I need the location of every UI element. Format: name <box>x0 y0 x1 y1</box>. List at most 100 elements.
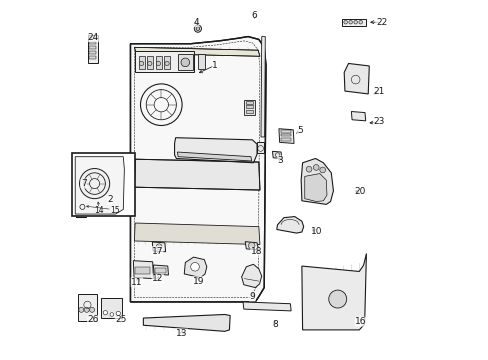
Bar <box>178 54 193 69</box>
Text: 2: 2 <box>107 195 113 204</box>
Bar <box>147 56 153 69</box>
Polygon shape <box>174 138 257 163</box>
Polygon shape <box>134 47 260 56</box>
Polygon shape <box>75 157 124 214</box>
Bar <box>89 56 96 59</box>
Text: 22: 22 <box>375 18 386 27</box>
Text: 6: 6 <box>251 10 257 19</box>
Circle shape <box>181 58 189 67</box>
Polygon shape <box>304 174 326 202</box>
Circle shape <box>319 167 325 173</box>
Text: 17: 17 <box>151 247 163 256</box>
Circle shape <box>190 262 199 271</box>
Circle shape <box>305 166 311 172</box>
Text: 13: 13 <box>176 329 187 338</box>
Polygon shape <box>344 63 368 94</box>
Polygon shape <box>243 302 290 311</box>
Text: 15: 15 <box>110 206 119 215</box>
Circle shape <box>110 313 113 316</box>
Polygon shape <box>351 112 365 121</box>
Text: 8: 8 <box>271 320 277 329</box>
Circle shape <box>139 61 143 66</box>
Polygon shape <box>261 37 265 137</box>
Bar <box>88 35 98 63</box>
Circle shape <box>103 197 109 203</box>
Bar <box>245 101 253 104</box>
Bar <box>164 56 170 69</box>
Bar <box>341 19 366 26</box>
Bar <box>89 37 96 40</box>
Text: 18: 18 <box>250 247 262 256</box>
Bar <box>89 51 96 54</box>
Circle shape <box>156 244 162 249</box>
Text: 23: 23 <box>372 117 384 126</box>
Text: 10: 10 <box>310 228 322 237</box>
Polygon shape <box>153 265 168 275</box>
Polygon shape <box>133 261 153 279</box>
Circle shape <box>328 290 346 308</box>
Polygon shape <box>301 253 366 330</box>
Text: 21: 21 <box>372 86 384 95</box>
Bar <box>135 267 149 274</box>
Circle shape <box>353 21 357 24</box>
Bar <box>89 46 96 49</box>
Bar <box>280 130 291 133</box>
Circle shape <box>103 311 107 315</box>
Circle shape <box>89 307 94 312</box>
Bar <box>89 41 96 44</box>
Bar <box>72 153 135 216</box>
Bar <box>198 54 204 69</box>
Text: 1: 1 <box>212 61 218 70</box>
Circle shape <box>343 21 346 24</box>
Bar <box>280 134 291 136</box>
Circle shape <box>196 27 199 31</box>
Text: 7: 7 <box>81 179 86 188</box>
Circle shape <box>84 307 89 312</box>
Bar <box>244 100 254 116</box>
Polygon shape <box>177 152 251 161</box>
Text: 26: 26 <box>87 315 99 324</box>
Polygon shape <box>184 257 206 278</box>
Circle shape <box>101 194 112 206</box>
Circle shape <box>79 307 83 312</box>
Text: 9: 9 <box>249 292 255 301</box>
Text: 14: 14 <box>94 206 104 215</box>
Text: 20: 20 <box>354 187 365 196</box>
Polygon shape <box>278 129 293 143</box>
Polygon shape <box>152 242 165 252</box>
Circle shape <box>348 21 352 24</box>
Bar <box>101 298 122 318</box>
Text: 4: 4 <box>193 18 199 27</box>
Text: 24: 24 <box>87 33 99 42</box>
Circle shape <box>156 61 160 66</box>
Text: 19: 19 <box>192 276 204 285</box>
Polygon shape <box>244 242 258 250</box>
Circle shape <box>80 168 109 199</box>
Circle shape <box>194 25 201 32</box>
Text: 11: 11 <box>131 278 142 287</box>
Bar <box>139 56 144 69</box>
Bar <box>78 294 97 320</box>
Polygon shape <box>130 37 265 302</box>
Circle shape <box>248 242 254 249</box>
Polygon shape <box>134 223 260 244</box>
Bar <box>155 56 162 69</box>
Bar <box>155 268 165 273</box>
Text: 12: 12 <box>152 274 163 283</box>
Bar <box>280 138 291 140</box>
Text: 25: 25 <box>115 315 126 324</box>
Circle shape <box>147 61 152 66</box>
Text: 16: 16 <box>355 317 366 326</box>
Text: 3: 3 <box>277 156 283 165</box>
Circle shape <box>313 165 319 170</box>
Polygon shape <box>272 151 281 158</box>
Polygon shape <box>241 264 261 288</box>
Circle shape <box>164 61 169 66</box>
Bar <box>245 105 253 108</box>
Bar <box>257 142 264 153</box>
Bar <box>245 110 253 113</box>
Polygon shape <box>276 217 303 233</box>
Circle shape <box>358 21 362 24</box>
Polygon shape <box>134 159 260 190</box>
Text: 5: 5 <box>297 126 303 135</box>
